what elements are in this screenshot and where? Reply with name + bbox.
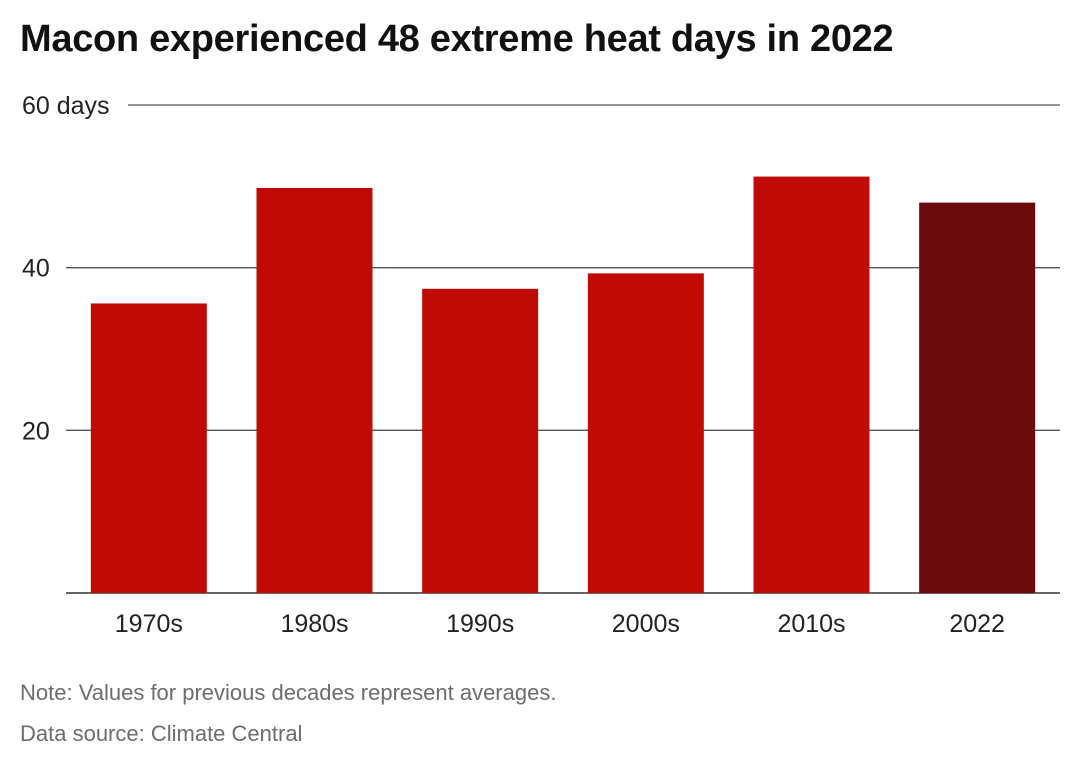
x-tick-label: 1980s <box>280 610 348 638</box>
x-tick-label: 2000s <box>612 610 680 638</box>
data-source: Data source: Climate Central <box>20 721 303 746</box>
x-tick-label: 2010s <box>777 610 845 638</box>
bar <box>919 202 1036 593</box>
y-tick-label: 40 <box>22 255 50 283</box>
chart-title: Macon experienced 48 extreme heat days i… <box>20 18 894 60</box>
x-tick-label: 2022 <box>949 610 1005 638</box>
bar <box>753 176 870 593</box>
y-tick-label: 60 days <box>22 92 110 120</box>
bar <box>256 187 373 593</box>
y-axis-labels: 20 40 60 days <box>22 92 110 445</box>
bar-chart: 1970s 1980s 1990s 2000s 2010s 2022 20 40 60 day… <box>22 92 1060 638</box>
x-tick-label: 1990s <box>446 610 514 638</box>
bars <box>90 176 1036 593</box>
x-axis-labels: 1970s 1980s 1990s 2000s 2010s 2022 <box>115 610 1005 638</box>
bar <box>422 288 539 593</box>
x-tick-label: 1970s <box>115 610 183 638</box>
bar <box>90 303 207 593</box>
bar <box>587 273 704 593</box>
footnote: Note: Values for previous decades repres… <box>20 680 557 705</box>
gridlines <box>66 104 1060 594</box>
y-tick-label: 20 <box>22 417 50 445</box>
